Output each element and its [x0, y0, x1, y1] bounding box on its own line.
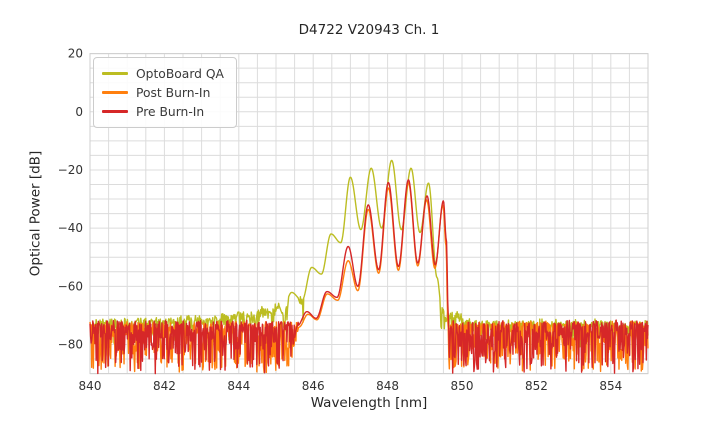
legend-line-sample-post-burn-in	[102, 91, 128, 94]
plot-border	[89, 53, 649, 375]
x-axis-label: Wavelength [nm]	[310, 395, 428, 411]
series-pre-burn-in	[89, 179, 649, 375]
legend-label-pre-burn-in: Pre Burn-In	[136, 104, 205, 119]
series-post-burn-in	[89, 182, 649, 374]
y-tick-label: −40	[58, 221, 83, 235]
x-tick-label: 850	[451, 379, 474, 393]
x-tick-label: 840	[79, 379, 102, 393]
legend-label-optoboard-qa: OptoBoard QA	[136, 66, 224, 81]
y-tick-label: −80	[58, 338, 83, 352]
y-tick-label: 0	[75, 105, 83, 119]
y-axis-label: Optical Power [dB]	[27, 150, 44, 277]
x-tick-label: 844	[227, 379, 250, 393]
legend-line-sample-pre-burn-in	[102, 110, 128, 113]
legend-label-post-burn-in: Post Burn-In	[136, 85, 211, 100]
legend-item-post-burn-in: Post Burn-In	[102, 83, 226, 102]
chart-title: D4722 V20943 Ch. 1	[298, 22, 440, 38]
legend: OptoBoard QA Post Burn-In Pre Burn-In	[93, 57, 237, 128]
legend-item-optoboard-qa: OptoBoard QA	[102, 64, 226, 83]
y-tick-label: 20	[68, 47, 83, 61]
x-tick-label: 848	[376, 379, 399, 393]
legend-item-pre-burn-in: Pre Burn-In	[102, 102, 226, 121]
x-tick-label: 846	[302, 379, 325, 393]
y-tick-label: −60	[58, 279, 83, 293]
legend-line-sample-optoboard-qa	[102, 72, 128, 75]
x-tick-label: 852	[525, 379, 548, 393]
x-tick-label: 842	[153, 379, 176, 393]
x-tick-label: 854	[599, 379, 622, 393]
y-tick-label: −20	[58, 163, 83, 177]
